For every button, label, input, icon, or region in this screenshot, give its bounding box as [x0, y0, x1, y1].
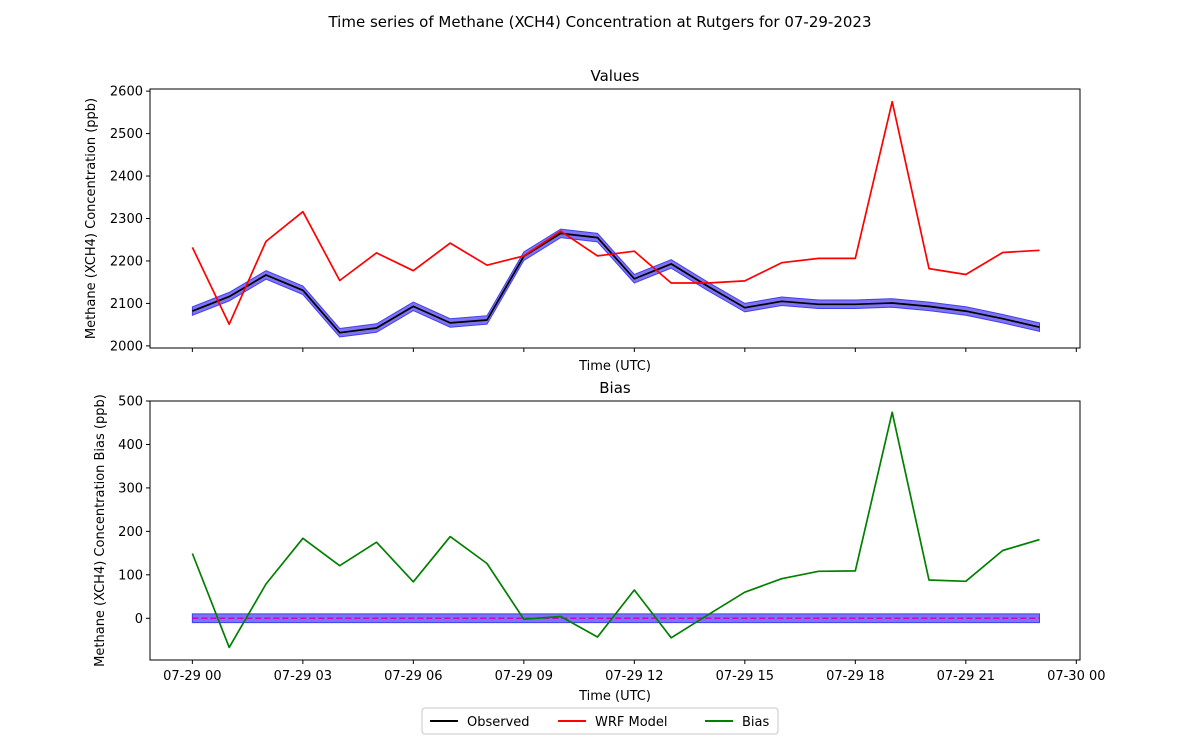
figure-title: Time series of Methane (XCH4) Concentrat… [327, 13, 871, 31]
x-tick-label: 07-30 00 [1047, 669, 1105, 684]
series-line-bias [191, 411, 1040, 649]
values-chart: 2000 2100 2200 2300 2400 2500 2600 Values Time (… [84, 67, 1081, 374]
y-tick-label: 0 [135, 612, 143, 627]
legend-label: Observed [467, 715, 530, 730]
y-tick-label: 400 [118, 438, 143, 453]
chart-title: Values [590, 67, 639, 85]
series-line-wrf-model [191, 100, 1040, 326]
y-axis-label: Methane (XCH4) Concentration Bias (ppb) [93, 394, 108, 667]
y-tick-label: 2100 [110, 297, 143, 312]
x-axis-label: Time (UTC) [578, 689, 651, 704]
legend-frame [421, 707, 779, 735]
plot-frame [149, 400, 1081, 661]
y-tick-label: 200 [118, 525, 143, 540]
legend: Observed WRF Model Bias [421, 707, 779, 735]
x-tick-label: 07-29 09 [495, 669, 553, 684]
bias-chart: 0 100 200 300 400 500 07-29 00 07-29 03 07-29 06… [93, 379, 1106, 704]
x-axis-label: Time (UTC) [578, 359, 651, 374]
y-tick-label: 300 [118, 481, 143, 496]
chart-title: Bias [599, 379, 631, 397]
y-tick-label: 2500 [110, 127, 143, 142]
y-tick-label: 100 [118, 568, 143, 583]
x-tick-label: 07-29 03 [274, 669, 332, 684]
y-tick-label: 2400 [110, 170, 143, 185]
x-tick-label: 07-29 21 [937, 669, 995, 684]
x-tick-label: 07-29 12 [605, 669, 663, 684]
y-axis-label: Methane (XCH4) Concentration (ppb) [84, 98, 99, 339]
x-tick-label: 07-29 15 [716, 669, 774, 684]
series-line-observed [192, 232, 1040, 334]
uncertainty-band [191, 228, 1040, 338]
y-tick-label: 2600 [110, 85, 143, 100]
y-tick-label: 2200 [110, 254, 143, 269]
legend-label: Bias [742, 715, 769, 730]
x-tick-label: 07-29 00 [163, 669, 221, 684]
x-tick-label: 07-29 18 [826, 669, 884, 684]
x-tick-label: 07-29 06 [384, 669, 442, 684]
legend-label: WRF Model [595, 715, 668, 730]
y-tick-label: 2300 [110, 212, 143, 227]
y-tick-label: 2000 [110, 339, 143, 354]
y-tick-label: 500 [118, 395, 143, 410]
